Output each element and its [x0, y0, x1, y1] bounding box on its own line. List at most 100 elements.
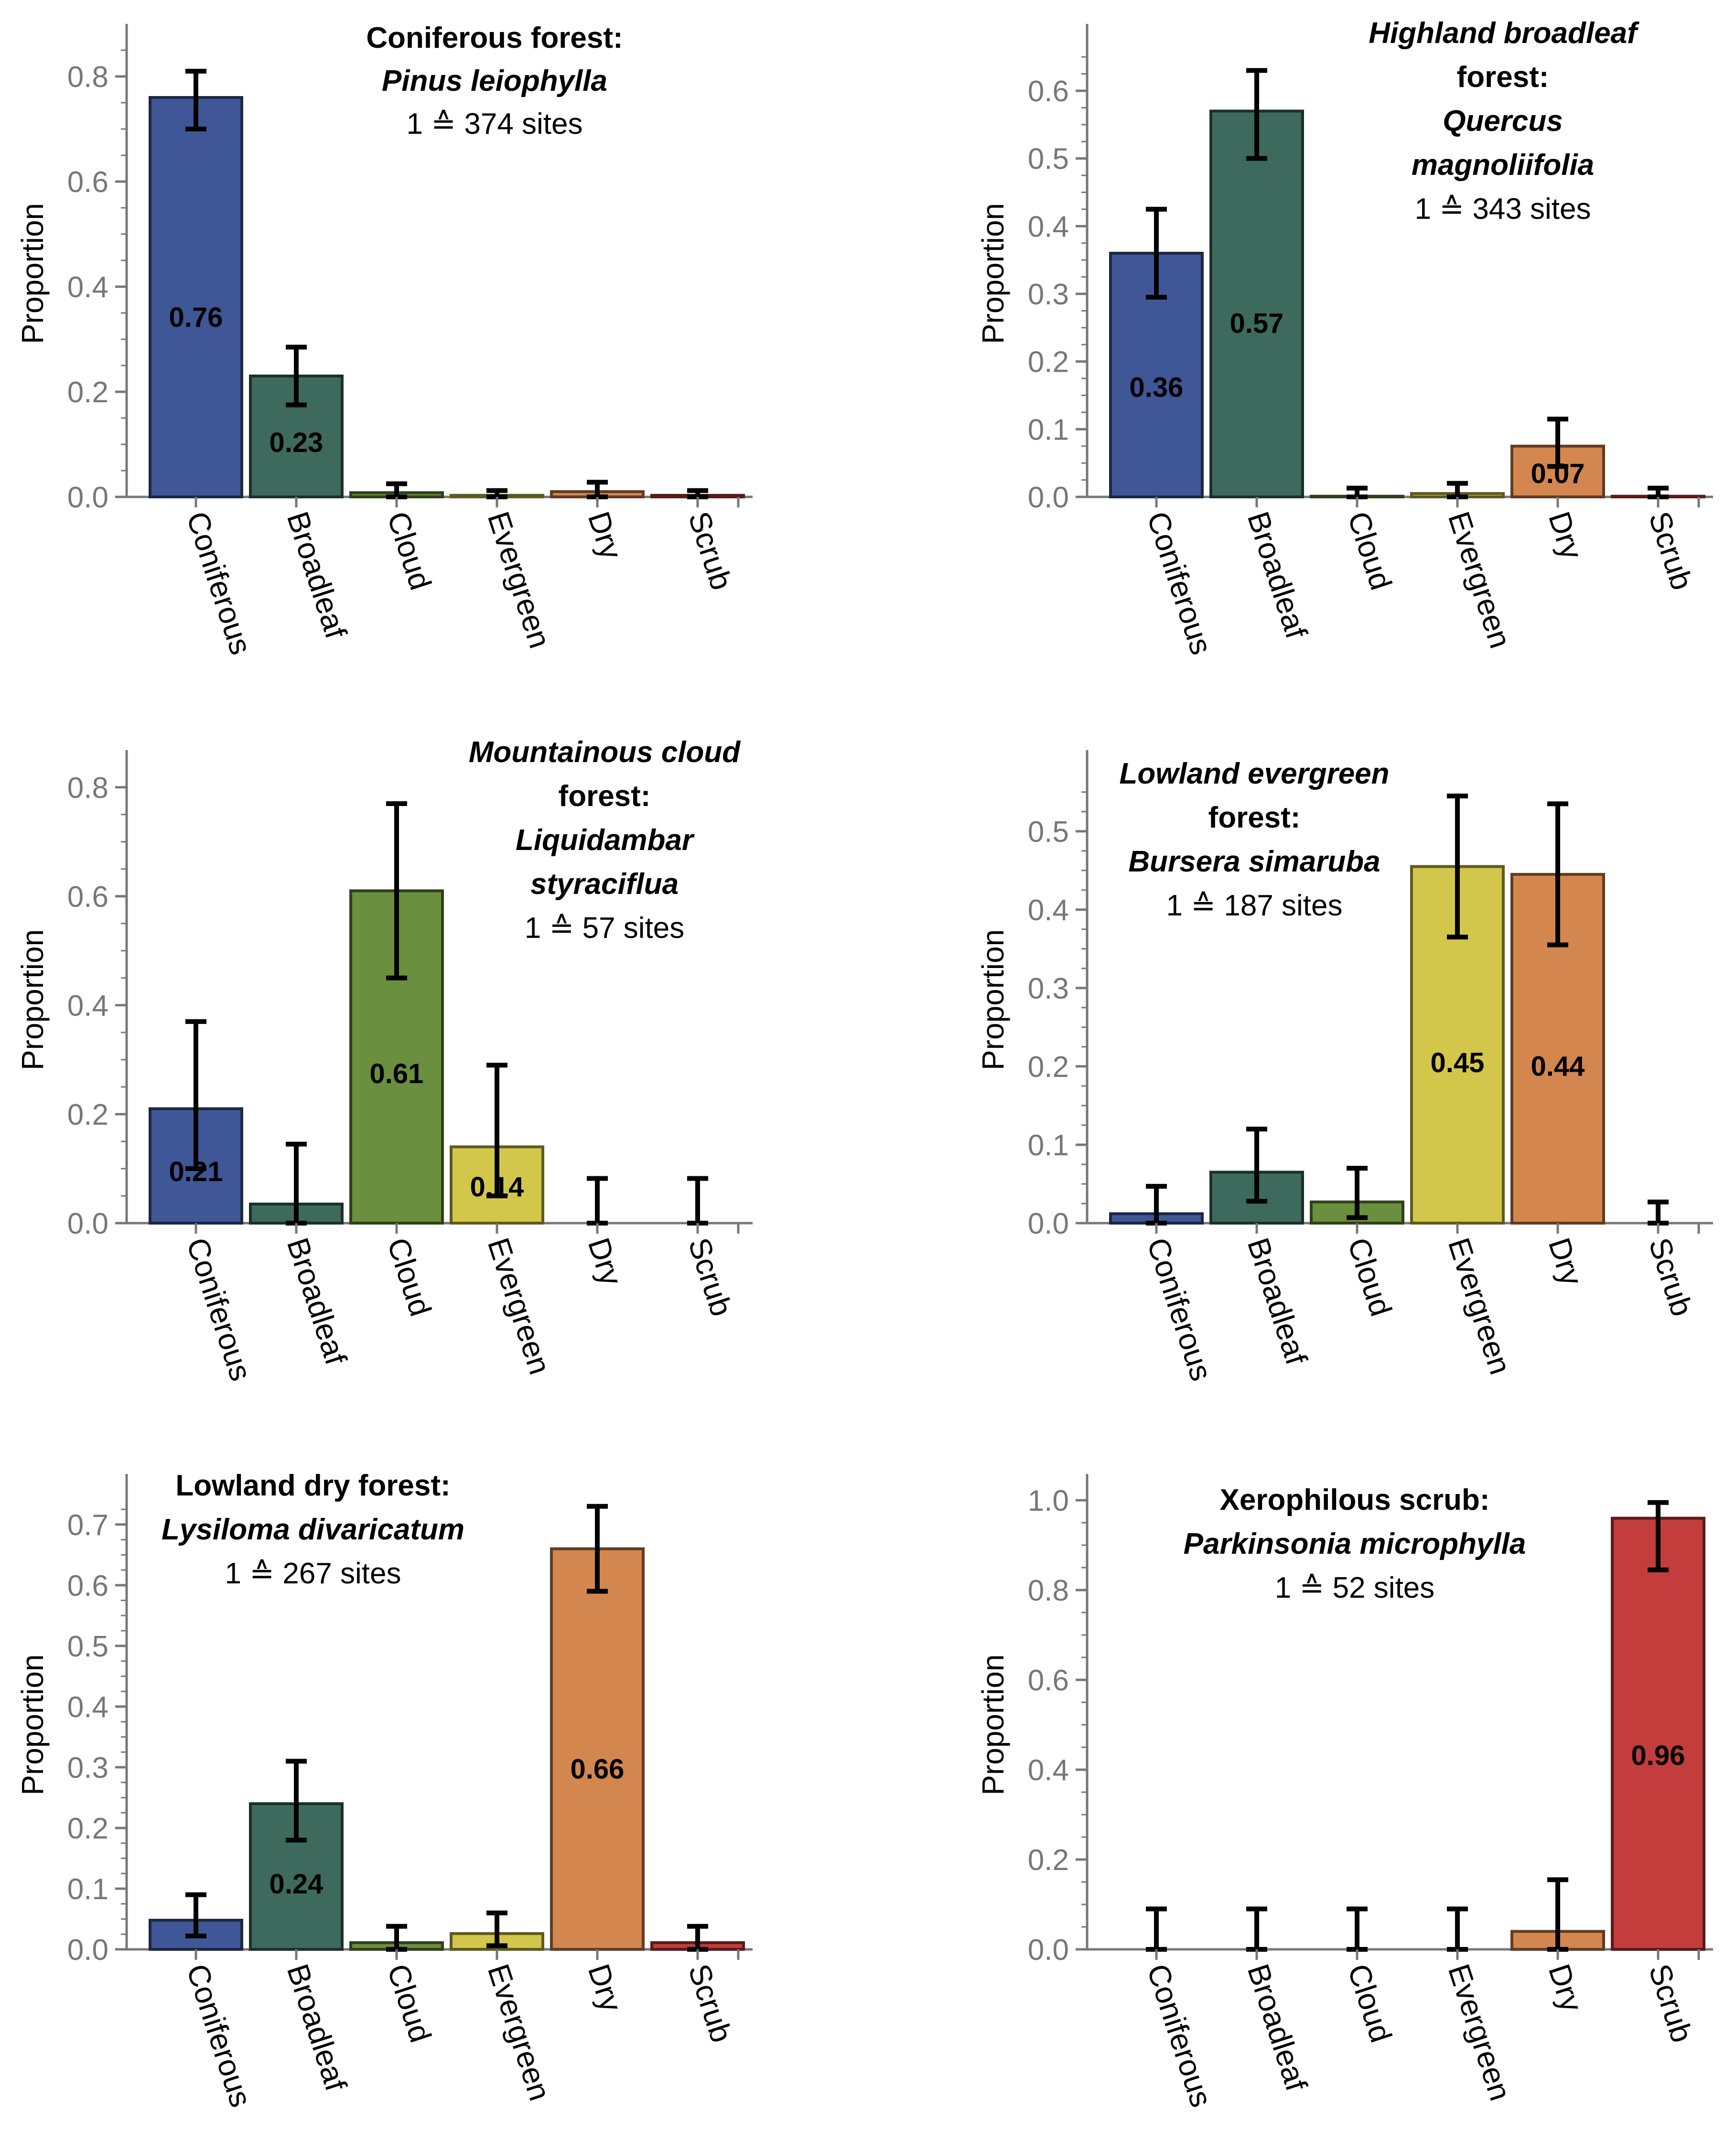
chart-panel-top-right: 0.0 0.1 0.2 0.3 0.4 0.5 0.6 Proportion 0.36 Conif… — [976, 17, 1713, 659]
y-tick-label: 0.5 — [67, 1630, 108, 1663]
panel-species-name: Pinus leiophylla — [382, 65, 607, 97]
panel-species-name: Liquidambar — [516, 824, 695, 857]
y-axis-title: Proportion — [15, 1654, 50, 1795]
y-tick-label: 0.4 — [67, 1691, 108, 1724]
bar-value-label: 0.66 — [571, 1754, 625, 1785]
x-tick-label-coniferous: Coniferous — [1141, 1234, 1219, 1385]
panel-species-name: Lowland evergreen — [1119, 757, 1389, 790]
y-axis-title: Proportion — [15, 929, 50, 1070]
bar-scrub — [1611, 1516, 1705, 1951]
y-tick-label: 0.0 — [1028, 1934, 1069, 1967]
bar-value-label: 0.14 — [470, 1172, 524, 1203]
y-tick-label: 0.6 — [67, 881, 108, 914]
chart-panel-middle-right: 0.0 0.1 0.2 0.3 0.4 0.5 Proportion Coniferous Br… — [976, 750, 1713, 1385]
x-tick-label-dry: Dry — [582, 507, 629, 563]
x-tick-label-cloud: Cloud — [1341, 507, 1399, 594]
y-tick-label: 0.2 — [67, 376, 108, 409]
panel-forest-type: Xerophilous scrub: — [1220, 1484, 1490, 1516]
y-tick-label: 0.0 — [67, 1207, 108, 1240]
y-axis-title: Proportion — [976, 203, 1010, 344]
x-tick-label-dry: Dry — [1542, 1234, 1589, 1290]
y-axis-title: Proportion — [976, 929, 1010, 1070]
x-tick-label-dry: Dry — [1542, 507, 1589, 563]
y-tick-label: 0.8 — [1028, 1574, 1069, 1607]
panel-site-count: 1 ≙ 187 sites — [1166, 889, 1342, 922]
y-tick-label: 0.0 — [67, 1934, 108, 1967]
x-tick-label-evergreen: Evergreen — [1442, 1234, 1518, 1378]
y-tick-label: 0.4 — [1028, 210, 1069, 243]
bar-value-label: 0.45 — [1431, 1047, 1485, 1078]
panel-species-name: magnoliifolia — [1412, 149, 1594, 182]
y-tick-label: 0.0 — [1028, 481, 1069, 514]
y-tick-label: 0.1 — [67, 1873, 108, 1906]
x-tick-label-coniferous: Coniferous — [180, 1960, 259, 2111]
bar-value-label: 0.36 — [1130, 372, 1184, 403]
panel-species-name: Mountainous cloud — [469, 736, 741, 769]
panel-forest-type: forest: — [559, 780, 651, 813]
x-tick-label-evergreen: Evergreen — [481, 1234, 558, 1378]
bar-value-label: 0.07 — [1531, 458, 1585, 489]
y-tick-label: 0.4 — [1028, 1754, 1069, 1787]
bar-value-label: 0.21 — [169, 1156, 223, 1187]
x-tick-label-cloud: Cloud — [381, 1234, 438, 1320]
y-tick-label: 0.8 — [67, 61, 108, 94]
y-tick-label: 0.5 — [1028, 816, 1069, 849]
x-tick-label-cloud: Cloud — [381, 1960, 438, 2046]
panel-forest-type: Lowland dry forest: — [175, 1469, 450, 1502]
y-tick-label: 0.6 — [67, 166, 108, 199]
bar-value-label: 0.61 — [370, 1058, 424, 1089]
panel-site-count: 1 ≙ 343 sites — [1414, 193, 1591, 226]
y-tick-label: 0.0 — [1028, 1207, 1069, 1240]
y-tick-label: 0.6 — [1028, 1664, 1069, 1697]
bar-value-label: 0.44 — [1531, 1051, 1585, 1082]
chart-panel-top-left: 0.0 0.2 0.4 0.6 0.8 Proportion 0.76 Coniferous 0… — [15, 22, 753, 659]
x-tick-label-broadleaf: Broadleaf — [1241, 1234, 1314, 1369]
x-tick-label-evergreen: Evergreen — [481, 1960, 558, 2105]
panel-species-name: Quercus — [1443, 105, 1563, 138]
panel-site-count: 1 ≙ 57 sites — [525, 912, 685, 945]
x-tick-label-scrub: Scrub — [682, 1234, 739, 1320]
x-tick-label-evergreen: Evergreen — [1442, 1960, 1518, 2105]
x-tick-label-dry: Dry — [582, 1234, 629, 1290]
y-tick-label: 0.1 — [1028, 1129, 1069, 1162]
panel-site-count: 1 ≙ 52 sites — [1275, 1571, 1435, 1604]
y-tick-label: 0.5 — [1028, 143, 1069, 176]
panel-species-name: Parkinsonia microphylla — [1184, 1527, 1526, 1560]
bar-broadleaf — [1209, 109, 1304, 498]
bar-value-label: 0.96 — [1631, 1740, 1685, 1771]
y-tick-label: 0.8 — [67, 772, 108, 805]
y-tick-label: 0.2 — [1028, 1051, 1069, 1084]
x-tick-label-broadleaf: Broadleaf — [1241, 507, 1314, 643]
panel-site-count: 1 ≙ 374 sites — [406, 108, 582, 140]
chart-panel-bottom-left: 0.0 0.1 0.2 0.3 0.4 0.5 0.6 0.7 Proportion Conife… — [15, 1469, 753, 2111]
x-tick-label-coniferous: Coniferous — [1141, 507, 1219, 659]
y-tick-label: 0.6 — [67, 1570, 108, 1602]
x-tick-label-coniferous: Coniferous — [180, 1234, 259, 1385]
y-tick-label: 0.2 — [67, 1812, 108, 1845]
y-tick-label: 0.4 — [1028, 894, 1069, 927]
panel-forest-type: Coniferous forest: — [366, 22, 623, 54]
x-tick-label-cloud: Cloud — [1341, 1234, 1399, 1320]
x-tick-label-broadleaf: Broadleaf — [280, 1960, 354, 2095]
panel-species-name: Lysiloma divaricatum — [162, 1513, 464, 1546]
x-tick-label-coniferous: Coniferous — [180, 507, 259, 659]
x-tick-label-broadleaf: Broadleaf — [280, 507, 354, 643]
bar-value-label: 0.76 — [169, 302, 223, 333]
bar-dry — [1510, 873, 1605, 1225]
y-axis-title: Proportion — [15, 203, 50, 344]
y-tick-label: 0.0 — [67, 481, 108, 514]
bar-value-label: 0.57 — [1230, 308, 1284, 339]
bar-dry — [550, 1547, 645, 1951]
panel-forest-type: forest: — [1457, 61, 1549, 94]
x-tick-label-coniferous: Coniferous — [1141, 1960, 1219, 2111]
y-tick-label: 0.3 — [1028, 278, 1069, 311]
panel-site-count: 1 ≙ 267 sites — [225, 1557, 401, 1590]
x-tick-label-scrub: Scrub — [1642, 507, 1700, 594]
y-tick-label: 0.3 — [1028, 972, 1069, 1005]
panel-species-name: Bursera simaruba — [1128, 845, 1380, 878]
chart-panel-middle-left: 0.0 0.2 0.4 0.6 0.8 Proportion 0.21 Coniferous B… — [15, 736, 753, 1385]
y-tick-label: 0.2 — [1028, 346, 1069, 379]
y-tick-label: 0.7 — [67, 1509, 108, 1542]
